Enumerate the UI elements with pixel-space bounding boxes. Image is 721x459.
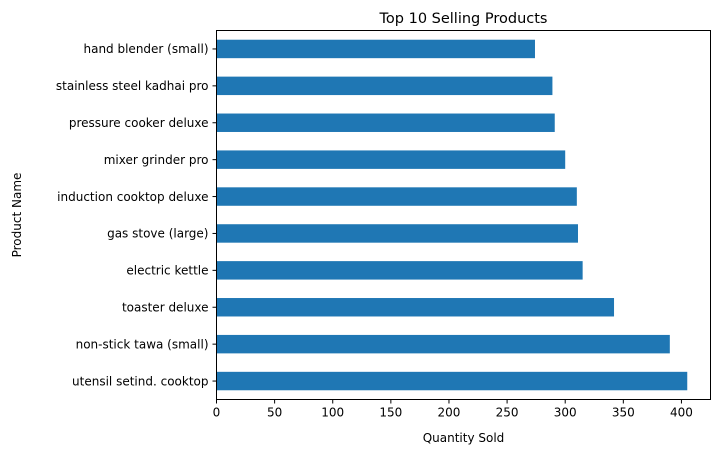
x-tick-label: 100 <box>321 406 344 420</box>
x-tick-label: 300 <box>554 406 577 420</box>
x-tick-label: 0 <box>213 406 221 420</box>
y-axis-ticks: utensil setind. cooktop non-stick tawa (s… <box>56 42 217 388</box>
y-tick-label: stainless steel kadhai pro <box>56 79 209 93</box>
y-tick-label: toaster deluxe <box>122 300 209 314</box>
bar <box>216 113 555 132</box>
bar <box>216 150 566 169</box>
x-tick-label: 350 <box>612 406 635 420</box>
bar <box>216 224 578 243</box>
bar <box>216 76 553 96</box>
y-tick-label: induction cooktop deluxe <box>57 190 208 204</box>
x-axis-label: Quantity Sold <box>423 431 505 445</box>
bar <box>216 39 535 59</box>
plot-frame <box>216 30 711 400</box>
bar <box>216 187 577 206</box>
bar <box>216 334 670 354</box>
x-tick-label: 50 <box>267 406 282 420</box>
y-tick-label: gas stove (large) <box>107 227 208 241</box>
y-tick-label: non-stick tawa (small) <box>76 337 209 351</box>
y-tick-label: hand blender (small) <box>83 42 208 56</box>
y-tick-label: electric kettle <box>126 264 208 278</box>
bar <box>216 371 688 391</box>
y-axis-label: Product Name <box>10 173 24 258</box>
x-tick-label: 200 <box>438 406 461 420</box>
y-tick-label: pressure cooker deluxe <box>69 116 209 130</box>
y-tick-label: mixer grinder pro <box>104 153 209 167</box>
chart-title: Top 10 Selling Products <box>379 11 548 27</box>
y-tick-label: utensil setind. cooktop <box>72 374 208 388</box>
bar <box>216 261 583 280</box>
bar <box>216 298 615 317</box>
bars-group <box>216 39 688 391</box>
x-tick-label: 150 <box>379 406 402 420</box>
x-tick-label: 250 <box>496 406 519 420</box>
x-axis-ticks: 0 50 100 150 200 250 300 350 400 <box>213 399 693 420</box>
x-tick-label: 400 <box>670 406 693 420</box>
